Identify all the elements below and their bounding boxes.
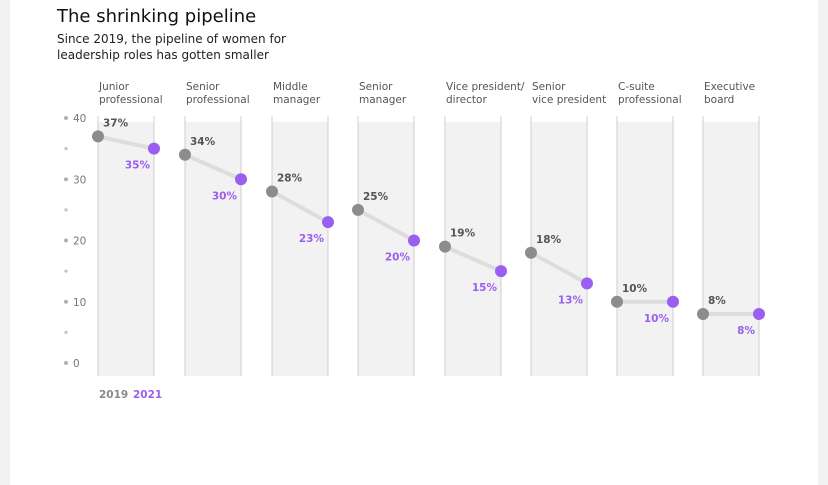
category-panel [272, 122, 328, 376]
data-label-2019: 34% [190, 136, 216, 148]
y-minor-mark [64, 208, 68, 212]
point-2021 [322, 216, 334, 229]
data-label-2019: 28% [277, 173, 303, 185]
data-label-2019: 8% [708, 295, 726, 307]
point-2021 [148, 142, 160, 155]
point-2021 [753, 308, 765, 320]
point-2019 [92, 130, 104, 143]
change-connector [356, 207, 416, 243]
legend-2019: 2019 [99, 389, 128, 401]
point-2021 [581, 277, 593, 290]
y-tick-mark [64, 238, 68, 243]
data-label-2021: 10% [644, 313, 670, 325]
change-connector [96, 134, 156, 151]
category-label: Senior manager [359, 81, 407, 106]
point-2021 [667, 295, 679, 308]
y-minor-mark [64, 330, 68, 334]
change-connector [183, 152, 243, 182]
category-label: Senior vice president [532, 81, 606, 106]
category-panel [185, 122, 241, 376]
point-2021 [408, 234, 420, 247]
y-tick-mark [64, 177, 68, 182]
chart-title: The shrinking pipeline [57, 6, 257, 27]
point-2019 [439, 240, 451, 253]
data-label-2021: 23% [299, 233, 325, 245]
y-tick-label: 20 [73, 236, 86, 248]
category-panel [617, 122, 673, 376]
category-label: Middle manager [273, 81, 321, 106]
data-label-2019: 18% [536, 234, 562, 246]
category-panel [98, 122, 154, 376]
data-label-2021: 8% [737, 325, 755, 337]
y-minor-mark [64, 269, 68, 273]
y-tick-label: 40 [73, 113, 86, 125]
category-panel [703, 122, 759, 376]
chart-subtitle: Since 2019, the pipeline of women for le… [57, 32, 286, 62]
data-label-2019: 25% [363, 191, 389, 203]
change-connector [443, 244, 503, 274]
point-2019 [179, 148, 191, 161]
data-label-2019: 19% [450, 228, 476, 240]
point-2019 [525, 246, 537, 259]
y-tick-label: 10 [73, 297, 86, 309]
data-label-2019: 10% [622, 283, 648, 295]
data-label-2021: 13% [558, 294, 584, 306]
point-2019 [266, 185, 278, 198]
data-label-2021: 35% [125, 160, 151, 172]
category-panel [358, 122, 414, 376]
category-label: Senior professional [186, 81, 250, 106]
category-label: Vice president/director [446, 81, 525, 106]
category-panel [531, 122, 587, 376]
y-tick-mark [64, 361, 68, 365]
y-tick-mark [64, 299, 68, 304]
y-tick-label: 0 [73, 358, 80, 370]
data-label-2019: 37% [103, 117, 129, 129]
data-label-2021: 15% [472, 282, 498, 294]
point-2019 [697, 308, 709, 320]
point-2019 [352, 203, 364, 216]
change-connector [270, 189, 330, 225]
y-tick-mark [64, 116, 68, 120]
y-minor-mark [64, 147, 68, 151]
point-2021 [495, 265, 507, 278]
category-label: Executive board [704, 81, 755, 106]
change-connector [529, 250, 589, 286]
legend-2021: 2021 [133, 389, 162, 401]
y-tick-label: 30 [73, 174, 86, 186]
category-label: C-suite professional [618, 81, 682, 106]
data-label-2021: 20% [385, 252, 411, 264]
point-2019 [611, 295, 623, 308]
data-label-2021: 30% [212, 190, 238, 202]
point-2021 [235, 173, 247, 186]
category-label: Junior professional [98, 81, 163, 106]
